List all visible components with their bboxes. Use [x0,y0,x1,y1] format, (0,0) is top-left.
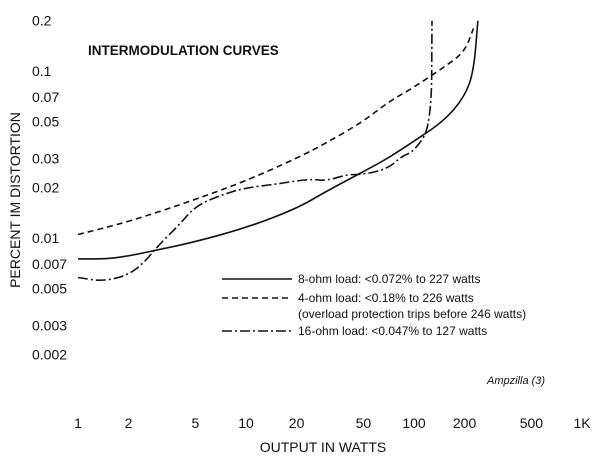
y-tick-label: 0.03 [32,150,59,166]
y-tick-label: 0.2 [32,13,52,29]
legend-label-16-ohm: 16-ohm load: <0.047% to 127 watts [298,324,487,338]
legend-label-8-ohm: 8-ohm load: <0.072% to 227 watts [298,272,480,286]
plot-curves [77,20,479,281]
x-tick-label: 500 [520,415,544,431]
x-tick-label: 200 [453,415,477,431]
x-axis-label: OUTPUT IN WATTS [260,439,387,455]
legend-note-4-ohm: (overload protection trips before 246 wa… [298,307,526,321]
x-tick-label: 2 [125,415,133,431]
y-tick-label: 0.07 [32,89,59,105]
y-tick-label: 0.007 [32,256,67,272]
x-tick-label: 10 [238,415,254,431]
x-tick-label: 1 [74,415,82,431]
x-tick-label: 50 [356,415,372,431]
y-tick-label: 0.003 [32,317,67,333]
x-tick-label: 1K [573,415,591,431]
y-tick-label: 0.01 [32,230,59,246]
y-tick-label: 0.1 [32,63,52,79]
legend-label-4-ohm: 4-ohm load: <0.18% to 226 watts [298,291,474,305]
x-tick-label: 20 [289,415,305,431]
x-axis-ticks: 1 2 5 10 20 50 100 200 500 1K [74,415,591,431]
credit-annotation: Ampzilla (3) [486,375,545,387]
y-tick-label: 0.05 [32,113,59,129]
series-line-dashed [77,28,475,236]
series-line-dash-dot [77,20,433,281]
y-tick-label: 0.002 [32,347,67,363]
y-tick-label: 0.005 [32,280,67,296]
series-line-solid [78,20,479,260]
chart-title: INTERMODULATION CURVES [88,43,279,58]
x-tick-label: 5 [192,415,200,431]
legend: 8-ohm load: <0.072% to 227 watts 4-ohm l… [222,272,526,338]
y-tick-label: 0.02 [32,180,59,196]
y-axis-label: PERCENT IM DISTORTION [7,112,23,288]
x-tick-label: 100 [402,415,426,431]
y-axis-ticks: 0.2 0.1 0.07 0.05 0.03 0.02 0.01 0.007 0.005 0.00… [32,13,67,363]
